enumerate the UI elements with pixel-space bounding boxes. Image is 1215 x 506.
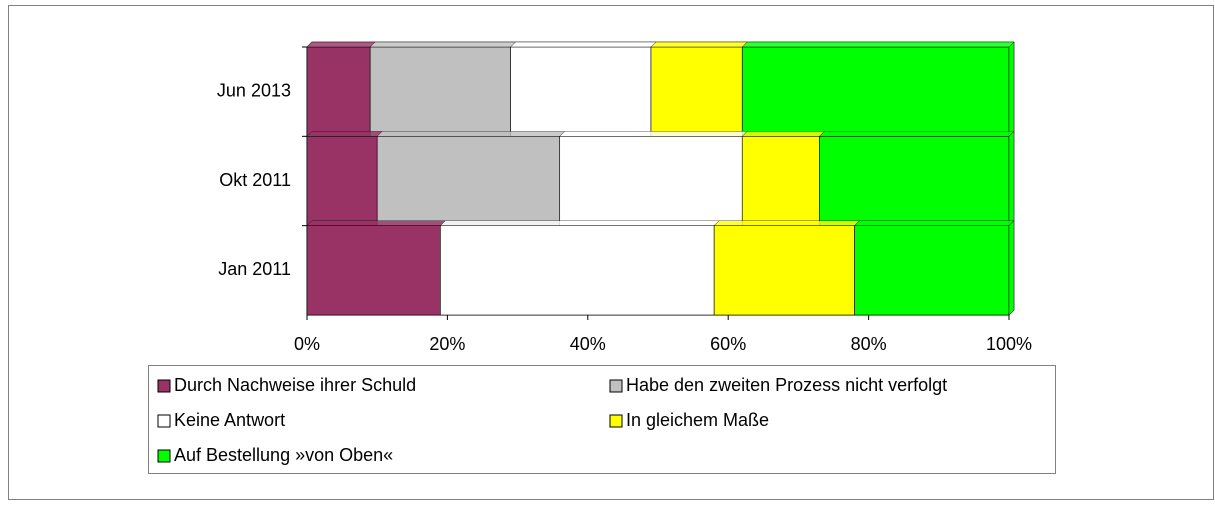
bar-segment [713, 225, 855, 316]
bar-segment [376, 136, 561, 226]
bar-top [369, 41, 517, 48]
bar-top [650, 41, 748, 48]
bar-top [306, 131, 383, 137]
bar-top [510, 41, 657, 48]
bar-top [713, 220, 861, 226]
bar-top [439, 220, 720, 226]
legend-swatch [609, 379, 623, 393]
bar-top [854, 220, 1015, 226]
legend-label: In gleichem Maße [626, 410, 769, 430]
x-tick-label: 20% [429, 334, 465, 354]
x-tick-label: 40% [570, 334, 606, 354]
bar-segment [854, 225, 1010, 316]
x-tick-label: 60% [710, 334, 746, 354]
bar-side [1008, 130, 1015, 227]
bar-top [306, 220, 446, 226]
bar-segment [650, 46, 743, 137]
legend-swatch [157, 414, 171, 428]
legend-label: Keine Antwort [174, 410, 285, 430]
legend-swatch [157, 449, 171, 463]
y-tick-label: Okt 2011 [219, 170, 291, 190]
bar-segment [440, 225, 715, 316]
x-tick-label: 0% [294, 334, 320, 354]
bar-segment [559, 136, 743, 226]
bar-segment [819, 136, 1010, 226]
bar-segment [741, 136, 820, 226]
legend-label: Durch Nachweise ihrer Schuld [174, 375, 416, 395]
legend-swatch [609, 414, 623, 428]
chart-frame [8, 5, 1214, 500]
bar-segment [369, 46, 511, 137]
bar-top [818, 131, 1015, 137]
bar-side [1008, 220, 1015, 316]
legend-box [148, 365, 1056, 474]
legend-label: Habe den zweiten Prozess nicht verfolgt [626, 375, 947, 395]
legend-swatch [157, 379, 171, 393]
legend-label: Auf Bestellung »von Oben« [174, 445, 393, 465]
y-tick-label: Jun 2013 [217, 80, 291, 100]
bar-segment [306, 225, 441, 316]
bar-segment [306, 46, 371, 137]
bar-side [1008, 41, 1015, 137]
bar-segment [306, 136, 378, 226]
bar-top [306, 41, 376, 48]
bar-top [559, 131, 748, 137]
bar-segment [741, 46, 1010, 137]
bar-top [741, 131, 825, 137]
x-tick-label: 80% [851, 334, 887, 354]
bar-top [376, 131, 566, 137]
bar-top [741, 41, 1015, 48]
y-tick-label: Jan 2011 [218, 259, 291, 279]
bar-segment [510, 46, 652, 137]
x-tick-label: 100% [986, 334, 1032, 354]
